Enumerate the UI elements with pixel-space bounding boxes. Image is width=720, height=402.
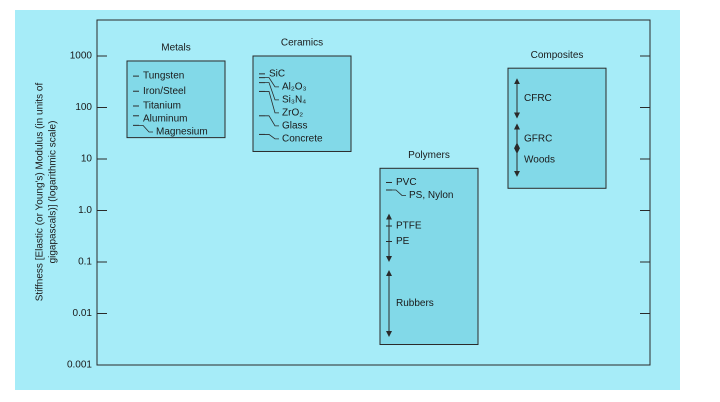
- class-title: Ceramics: [281, 38, 323, 49]
- class-box: [252, 55, 352, 152]
- y-tick-label: 0.1: [78, 257, 92, 268]
- item-label: PTFE: [396, 221, 422, 232]
- class-title: Composites: [531, 50, 584, 61]
- class-box: [126, 60, 226, 139]
- leader-line: [265, 115, 279, 127]
- item-label: Magnesium: [156, 127, 208, 138]
- item-label: PVC: [396, 177, 417, 188]
- item-label: Rubbers: [396, 298, 434, 309]
- class-title: Metals: [161, 43, 190, 54]
- leader-line: [265, 77, 279, 88]
- leader-line: [265, 134, 279, 140]
- leader-line: [265, 82, 279, 101]
- item-label: Aluminum: [143, 114, 187, 125]
- item-label: Titanium: [143, 101, 181, 112]
- y-axis-label: gigapascals)] (logarithmic scale): [48, 121, 59, 264]
- class-title: Polymers: [408, 150, 450, 161]
- class-box: [507, 67, 607, 189]
- item-label: Al₂O₃: [282, 81, 307, 92]
- item-label: Concrete: [282, 133, 323, 144]
- item-label: Tungsten: [143, 71, 184, 82]
- item-label: GFRC: [524, 133, 552, 144]
- item-label: Si₃N₄: [282, 94, 306, 105]
- item-label: Glass: [282, 120, 308, 131]
- item-label: CFRC: [524, 93, 552, 104]
- leader-line: [139, 124, 153, 133]
- y-tick-label: 0.001: [67, 360, 92, 371]
- y-axis-label: Stiffness [Elastic (or Young's) Modulus …: [35, 83, 46, 302]
- item-label: Iron/Steel: [143, 86, 186, 97]
- plot-frame: [96, 19, 651, 366]
- item-label: PE: [396, 236, 410, 247]
- y-tick-label: 10: [81, 154, 93, 165]
- y-tick-label: 0.01: [73, 308, 93, 319]
- y-tick-label: 100: [75, 102, 92, 113]
- class-box: [379, 167, 479, 346]
- y-tick-label: 1000: [70, 51, 93, 62]
- leader-line: [392, 189, 406, 196]
- item-label: SiC: [269, 68, 285, 79]
- leader-line: [265, 91, 279, 114]
- y-tick-label: 1.0: [78, 205, 92, 216]
- item-label: Woods: [524, 154, 555, 165]
- item-label: PS, Nylon: [409, 190, 453, 201]
- item-label: ZrO₂: [282, 107, 303, 118]
